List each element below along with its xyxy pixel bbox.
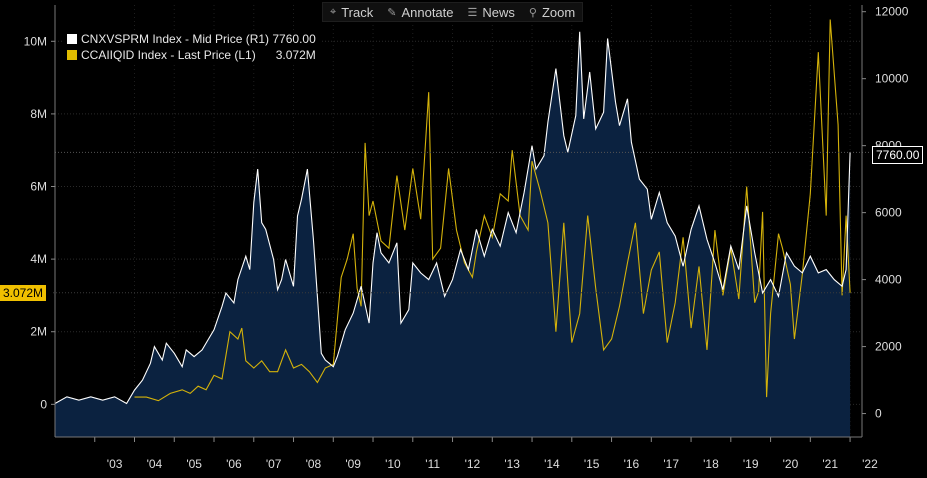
legend-label-ccaiiqid: CCAIIQID Index - Last Price (L1) 3.072M bbox=[81, 48, 316, 62]
last-price-tag-right: 7760.00 bbox=[872, 146, 924, 164]
legend-label-cnxvsprm: CNXVSPRM Index - Mid Price (R1) 7760.00 bbox=[81, 32, 316, 46]
news-icon: ☰ bbox=[467, 6, 478, 19]
pencil-icon: ✎ bbox=[387, 6, 397, 19]
left-tick-label: 2M bbox=[30, 325, 47, 339]
track-label: Track bbox=[341, 4, 374, 20]
legend-entry-ccaiiqid[interactable]: CCAIIQID Index - Last Price (L1) 3.072M bbox=[67, 47, 316, 63]
zoom-button[interactable]: ⚲ Zoom bbox=[522, 3, 582, 21]
series-lines bbox=[54, 19, 851, 405]
right-tick-label: 6000 bbox=[875, 206, 902, 220]
right-tick-label: 12000 bbox=[875, 5, 909, 19]
track-button[interactable]: ⌖ Track bbox=[323, 3, 380, 21]
zoom-icon: ⚲ bbox=[528, 6, 537, 19]
right-tick-label: 10000 bbox=[875, 72, 909, 86]
x-tick-label: '07 bbox=[266, 457, 282, 471]
x-tick-label: '14 bbox=[544, 457, 560, 471]
ccaiiqid-line bbox=[134, 19, 851, 402]
x-tick-label: '12 bbox=[465, 457, 481, 471]
chart-toolbar: ⌖ Track ✎ Annotate ☰ News ⚲ Zoom bbox=[322, 2, 584, 22]
left-tick-label: 8M bbox=[30, 107, 47, 121]
crosshair-icon: ⌖ bbox=[330, 5, 337, 18]
cnxvsprm-line bbox=[54, 31, 851, 405]
last-price-tag-left: 3.072M bbox=[0, 285, 47, 301]
annotate-label: Annotate bbox=[401, 4, 454, 20]
axes bbox=[51, 5, 866, 442]
x-tick-label: '04 bbox=[147, 457, 163, 471]
left-tick-label: 6M bbox=[30, 180, 47, 194]
gold-swatch-icon bbox=[67, 50, 77, 60]
x-tick-label: '18 bbox=[703, 457, 719, 471]
x-tick-label: '06 bbox=[226, 457, 242, 471]
x-tick-label: '08 bbox=[306, 457, 322, 471]
x-tick-label: '11 bbox=[425, 457, 440, 471]
x-tick-label: '15 bbox=[584, 457, 600, 471]
x-tick-label: '22 bbox=[862, 457, 878, 471]
cnxvsprm-area-fill bbox=[55, 31, 851, 438]
news-label: News bbox=[482, 4, 515, 20]
last-value-reference bbox=[53, 151, 870, 294]
left-tick-label: 0 bbox=[40, 397, 47, 411]
x-tick-label: '05 bbox=[186, 457, 202, 471]
legend-entry-cnxvsprm[interactable]: CNXVSPRM Index - Mid Price (R1) 7760.00 bbox=[67, 31, 316, 47]
cnxvsprm-area bbox=[55, 31, 851, 438]
right-tick-label: 0 bbox=[875, 407, 882, 421]
annotate-button[interactable]: ✎ Annotate bbox=[380, 3, 460, 21]
x-tick-label: '17 bbox=[663, 457, 679, 471]
tick-labels: '03 '04 '05 '06 '07 '08 '09 '10 '11 '12 '13 '14 '15 '… bbox=[24, 5, 909, 471]
x-tick-label: '10 bbox=[385, 457, 401, 471]
x-tick-label: '13 bbox=[504, 457, 520, 471]
x-tick-label: '19 bbox=[743, 457, 759, 471]
x-tick-label: '09 bbox=[345, 457, 361, 471]
x-tick-label: '03 bbox=[107, 457, 123, 471]
chart-legend: CNXVSPRM Index - Mid Price (R1) 7760.00 … bbox=[62, 30, 320, 65]
white-swatch-icon bbox=[67, 34, 77, 44]
x-tick-label: '20 bbox=[783, 457, 799, 471]
left-tick-label: 10M bbox=[24, 34, 47, 48]
x-tick-label: '16 bbox=[624, 457, 640, 471]
left-tick-label: 4M bbox=[30, 252, 47, 266]
news-button[interactable]: ☰ News bbox=[461, 3, 522, 21]
zoom-label: Zoom bbox=[541, 4, 576, 20]
right-tick-label: 4000 bbox=[875, 273, 902, 287]
x-tick-label: '21 bbox=[822, 457, 838, 471]
right-tick-label: 2000 bbox=[875, 340, 902, 354]
